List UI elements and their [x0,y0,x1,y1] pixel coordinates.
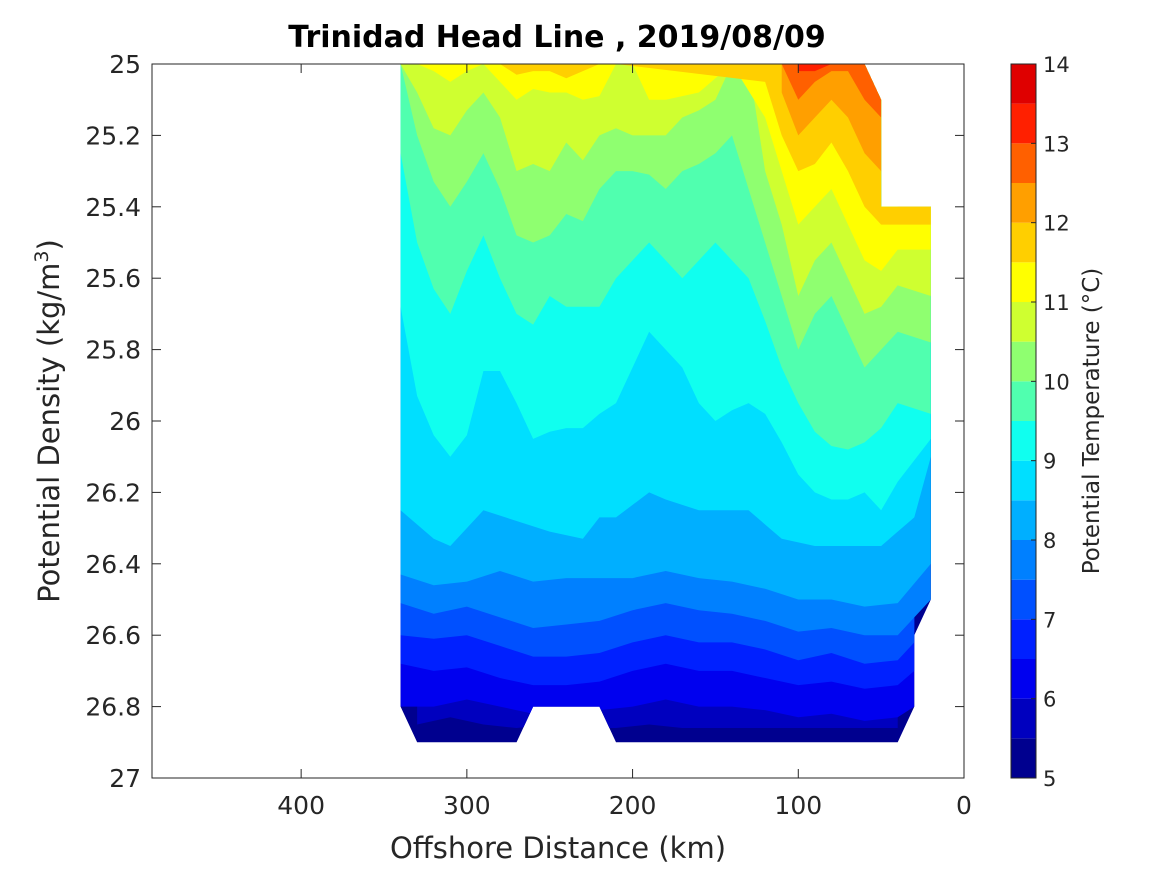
colorbar-segment [1011,738,1036,778]
x-tick-label: 400 [277,791,325,820]
colorbar-label: Potential Temperature (°C) [1079,268,1105,575]
y-tick-label: 26.6 [85,621,141,650]
colorbar-ticks: 5 6 7 8 9 10 11 12 13 14 [1031,53,1070,791]
colorbar-segment [1011,222,1036,263]
colorbar-segment [1011,143,1036,183]
colorbar-segment [1011,341,1036,382]
x-tick-label: 200 [609,791,657,820]
y-axis: 25 25.2 25.4 25.6 25.8 26 26.2 26.4 26.6 26.8 27 [85,50,964,793]
colorbar-tick-label: 5 [1043,767,1056,791]
x-axis: 400 300 200 100 0 [277,64,972,820]
x-tick-label: 300 [443,791,491,820]
x-tick-label: 0 [956,791,972,820]
colorbar-tick-label: 14 [1043,53,1070,77]
colorbar-tick-label: 9 [1043,450,1056,474]
colorbar [1010,63,1037,779]
chart-title: Trinidad Head Line , 2019/08/09 [288,20,825,55]
colorbar-tick-label: 11 [1043,291,1070,315]
y-tick-label: 26.8 [85,693,141,722]
colorbar-tick-label: 12 [1043,212,1070,236]
y-tick-label: 26.2 [85,478,141,507]
contour-fill-layer [400,64,931,743]
y-tick-label: 26.4 [85,550,141,579]
colorbar-segment [1011,500,1036,540]
colorbar-segment [1011,659,1036,699]
x-tick-label: 100 [774,791,822,820]
y-tick-label: 25.2 [85,121,141,150]
y-tick-label: 27 [109,764,141,793]
y-tick-label: 26 [109,407,141,436]
colorbar-tick-label: 10 [1043,370,1070,394]
colorbar-segment [1011,579,1036,620]
colorbar-segment [1011,64,1036,104]
y-tick-label: 25 [109,50,141,79]
y-tick-label: 25.6 [85,264,141,293]
y-tick-label: 25.4 [85,193,141,222]
contour-band-13 [798,64,848,72]
colorbar-segment [1011,262,1036,302]
y-tick-label: 25.8 [85,336,141,365]
colorbar-segment [1011,460,1036,501]
y-axis-label: Potential Density (kg/m3) [31,239,66,603]
colorbar-segment [1011,698,1036,739]
colorbar-segment [1011,619,1036,659]
colorbar-segment [1011,540,1036,580]
colorbar-frame [1010,63,1037,779]
colorbar-tick-label: 13 [1043,132,1070,156]
colorbar-segment [1011,103,1036,144]
colorbar-segment [1011,183,1036,223]
colorbar-tick-label: 7 [1043,608,1056,632]
colorbar-tick-label: 8 [1043,529,1056,553]
colorbar-segment [1011,302,1036,342]
colorbar-segment [1011,421,1036,461]
x-axis-label: Offshore Distance (km) [390,831,726,865]
colorbar-segment [1011,381,1036,421]
colorbar-tick-label: 6 [1043,688,1056,712]
